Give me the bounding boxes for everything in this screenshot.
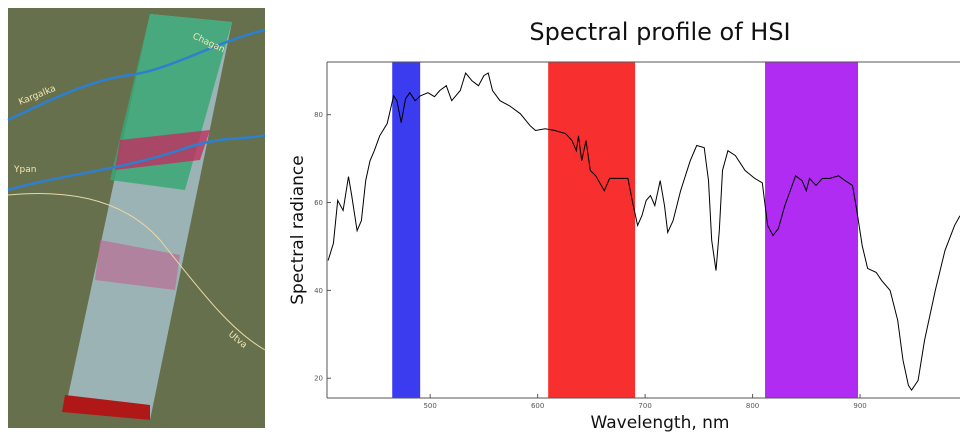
strip-area xyxy=(95,240,180,290)
river xyxy=(7,28,266,122)
y-axis-label: Spectral radiance xyxy=(288,155,308,305)
y-tick-label: 80 xyxy=(314,111,323,119)
y-tick-label: 40 xyxy=(314,287,323,295)
strip-edge xyxy=(62,395,150,420)
spectral-band xyxy=(765,62,859,398)
strip-river xyxy=(115,130,210,170)
satellite-map: Kargalka Ypan Chagan Utva xyxy=(7,8,266,428)
x-tick-label: 500 xyxy=(423,402,436,410)
x-tick-label: 800 xyxy=(746,402,759,410)
x-axis-label: Wavelength, nm xyxy=(591,413,730,433)
spectral-line xyxy=(327,71,960,391)
x-tick-label: 600 xyxy=(531,402,544,410)
y-tick-label: 20 xyxy=(314,375,323,383)
x-tick-label: 900 xyxy=(853,402,866,410)
y-tick-label: 60 xyxy=(314,199,323,207)
river xyxy=(7,133,266,192)
spectral-band xyxy=(392,62,421,398)
road xyxy=(7,192,266,351)
map-label: Ypan xyxy=(13,165,36,175)
spectral-band xyxy=(548,62,636,398)
x-tick-label: 700 xyxy=(638,402,651,410)
plot: 20 40 60 80 500 600 700 800 900 xyxy=(314,61,960,410)
chart-title: Spectral profile of HSI xyxy=(529,18,790,46)
